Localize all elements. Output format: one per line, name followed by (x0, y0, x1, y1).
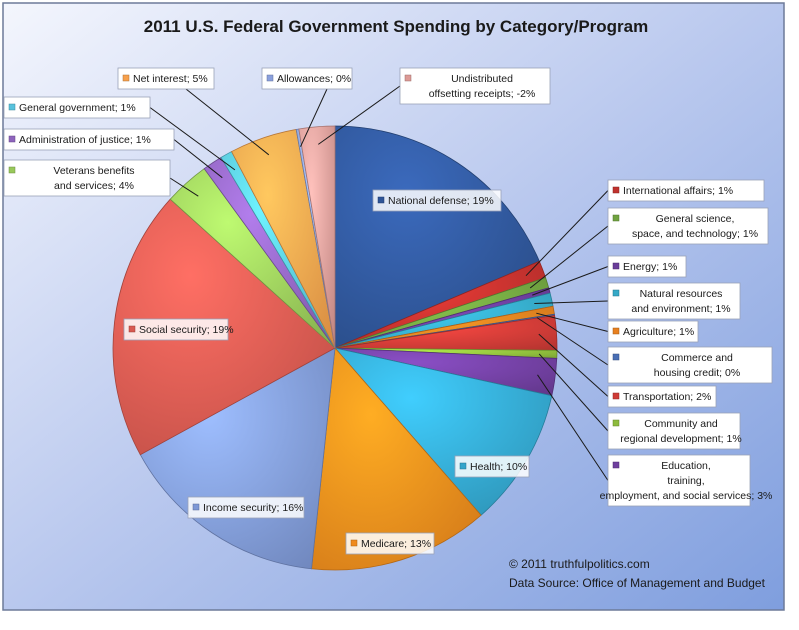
legend-swatch (612, 419, 620, 427)
legend-swatch (8, 135, 16, 143)
label-box (454, 455, 530, 478)
leader-line (185, 88, 270, 156)
source-text: Data Source: Office of Management and Bu… (509, 576, 766, 590)
slice-label: Commerce and (661, 352, 733, 364)
legend-swatch (612, 214, 620, 222)
legend-swatch (612, 327, 620, 335)
copyright-text: © 2011 truthfulpolitics.com (509, 557, 650, 571)
label-box (607, 255, 687, 278)
pie-slices (112, 125, 558, 571)
label-box (261, 67, 353, 90)
leader-line (532, 266, 609, 296)
legend-swatch (612, 262, 620, 270)
slice-label: Allowances; 0% (277, 73, 351, 85)
label-box (399, 67, 551, 105)
leader-line (318, 85, 401, 145)
pie-slice (298, 125, 336, 349)
leader-line (525, 190, 609, 277)
legend-swatch (459, 462, 467, 470)
leader-line (538, 333, 609, 397)
slice-label: Undistributed (451, 73, 513, 85)
label-box (372, 189, 502, 212)
slice-label: Energy; 1% (623, 261, 677, 273)
slice-label: Agriculture; 1% (623, 326, 694, 338)
legend-swatch (377, 196, 385, 204)
pie-slice (311, 347, 482, 571)
slice-label: Community and (644, 418, 718, 430)
label-box (607, 385, 717, 408)
leader-line (300, 88, 328, 147)
slice-label: Health; 10% (470, 461, 527, 473)
label-box (607, 320, 699, 343)
slice-label: space, and technology; 1% (632, 228, 758, 240)
leader-line (534, 300, 609, 304)
label-box (607, 346, 773, 384)
slice-label: Transportation; 2% (623, 391, 711, 403)
legend-swatch (350, 539, 358, 547)
legend-swatch (612, 289, 620, 297)
slice-label: Veterans benefits (53, 165, 134, 177)
leader-line (537, 374, 609, 481)
slice-label: and environment; 1% (631, 303, 730, 315)
slice-label: offsetting receipts; -2% (429, 88, 536, 100)
slice-label: Income security; 16% (203, 502, 303, 514)
leader-line (529, 225, 609, 289)
legend-swatch (404, 74, 412, 82)
leader-line (538, 353, 609, 432)
chart-title: 2011 U.S. Federal Government Spending by… (144, 17, 648, 36)
slice-label: and services; 4% (54, 180, 134, 192)
legend-swatch (612, 461, 620, 469)
legend-swatch (612, 186, 620, 194)
slice-label: Medicare; 13% (361, 538, 431, 550)
label-box (3, 96, 151, 119)
leader-line (169, 177, 199, 197)
slice-label: International affairs; 1% (623, 185, 733, 197)
leader-line (173, 139, 223, 179)
legend-swatch (8, 166, 16, 174)
label-box (607, 179, 765, 202)
label-box (607, 282, 741, 320)
slice-label: National defense; 19% (388, 195, 494, 207)
slice-label: training, (667, 475, 704, 487)
leader-line (149, 107, 236, 171)
label-box (187, 496, 305, 519)
slice-label: housing credit; 0% (654, 367, 740, 379)
slice-label: Social security; 19% (139, 324, 234, 336)
legend-swatch (266, 74, 274, 82)
slice-label: General science, (656, 213, 735, 225)
leader-line (536, 317, 609, 366)
slice-label: Natural resources (640, 288, 723, 300)
label-box (607, 454, 751, 507)
slice-label: employment, and social services; 3% (600, 490, 773, 502)
slice-label: regional development; 1% (620, 433, 741, 445)
slice-label: Administration of justice; 1% (19, 134, 151, 146)
label-box (117, 67, 215, 90)
slice-label: Net interest; 5% (133, 73, 208, 85)
label-box (607, 412, 741, 450)
label-box (3, 159, 171, 197)
leader-line (536, 312, 609, 332)
label-box (3, 128, 175, 151)
label-box (607, 207, 769, 245)
leader-lines (149, 85, 609, 481)
legend-swatch (8, 103, 16, 111)
slice-labels: National defense; 19% International affai… (3, 67, 773, 555)
slice-label: Education, (661, 460, 711, 472)
legend-swatch (192, 503, 200, 511)
label-box (345, 532, 435, 555)
legend-swatch (612, 353, 620, 361)
slice-label: General government; 1% (19, 102, 136, 114)
legend-swatch (612, 392, 620, 400)
legend-swatch (122, 74, 130, 82)
pie-slice (334, 125, 540, 349)
legend-swatch (128, 325, 136, 333)
label-box (123, 318, 229, 341)
